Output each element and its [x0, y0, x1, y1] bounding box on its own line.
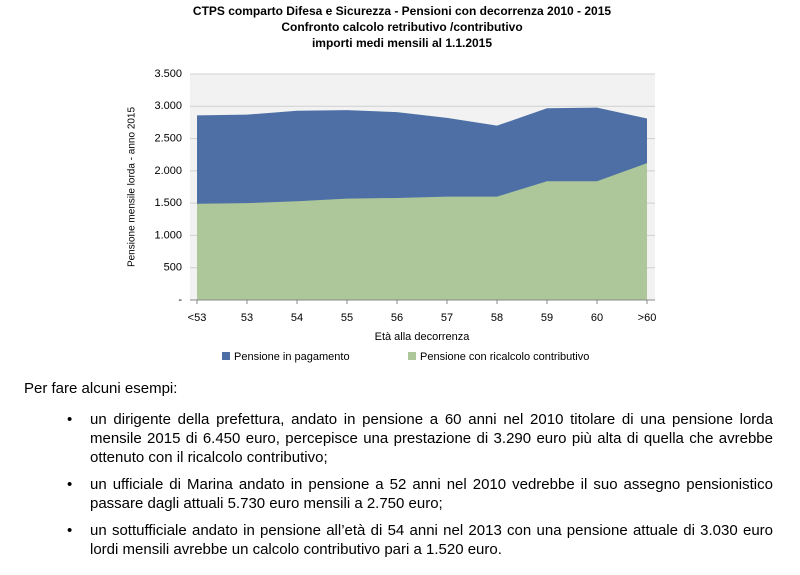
- y-tick-label: 3.500: [154, 68, 182, 80]
- chart-subtitle: Confronto calcolo retributivo /contribut…: [281, 20, 522, 34]
- x-tick-label: >60: [638, 312, 657, 324]
- legend-label: Pensione in pagamento: [234, 351, 350, 363]
- x-tick-label: 59: [541, 312, 553, 324]
- y-tick-label: 1.500: [154, 197, 182, 209]
- x-tick-label: 53: [241, 312, 253, 324]
- y-tick-label: 3.000: [154, 100, 182, 112]
- x-tick-label: 57: [441, 312, 453, 324]
- y-tick-label: -: [178, 294, 182, 306]
- bullet-list: un dirigente della prefettura, andato in…: [0, 410, 773, 567]
- y-tick-label: 500: [164, 262, 182, 274]
- x-tick-label: 55: [341, 312, 353, 324]
- bullet: un dirigente della prefettura, andato in…: [67, 410, 773, 467]
- x-axis-title: Età alla decorrenza: [375, 331, 471, 343]
- y-tick-label: 1.000: [154, 229, 182, 241]
- y-tick-label: 2.500: [154, 132, 182, 144]
- y-tick-label: 2.000: [154, 165, 182, 177]
- area: [197, 163, 647, 300]
- chart-title: CTPS comparto Difesa e Sicurezza - Pensi…: [193, 4, 611, 18]
- x-tick-label: 54: [291, 312, 303, 324]
- bullet: un sottufficiale andato in pensione all’…: [67, 521, 773, 559]
- x-tick-label: 60: [591, 312, 603, 324]
- y-axis-title: Pensione mensile lorda - anno 2015: [127, 107, 138, 268]
- legend-label: Pensione con ricalcolo contributivo: [420, 351, 589, 363]
- x-tick-label: 56: [391, 312, 403, 324]
- legend-swatch: [408, 352, 416, 360]
- bullet: un ufficiale di Marina andato in pension…: [67, 475, 773, 513]
- chart-subtitle: importi medi mensili al 1.1.2015: [312, 36, 492, 50]
- legend-swatch: [222, 352, 230, 360]
- intro: Per fare alcuni esempi:: [24, 380, 178, 397]
- chart: CTPS comparto Difesa e Sicurezza - Pensi…: [127, 4, 657, 363]
- x-tick-label: 58: [491, 312, 503, 324]
- x-tick-label: <53: [188, 312, 207, 324]
